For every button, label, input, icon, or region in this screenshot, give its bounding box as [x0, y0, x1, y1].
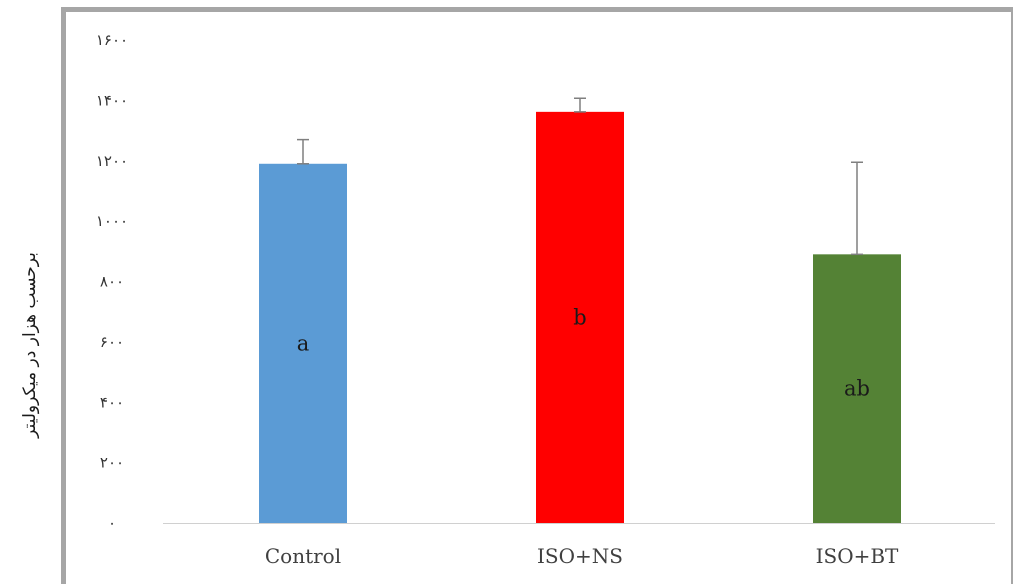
y-tick-label: ۶۰۰	[100, 333, 124, 351]
y-tick-label: ۲۰۰	[100, 454, 124, 472]
bar-significance-label: b	[573, 305, 586, 329]
y-tick-label: ۸۰۰	[100, 273, 124, 291]
y-tick-labels: ۰ ۲۰۰ ۴۰۰ ۶۰۰ ۸۰۰ ۱۰۰۰ ۱۲۰۰ ۱۴۰۰ ۱۶۰۰	[96, 31, 128, 532]
bar-significance-label: a	[297, 331, 310, 355]
error-bar	[851, 162, 863, 254]
x-tick-label: ISO+BT	[816, 544, 899, 568]
x-tick-label: ISO+NS	[537, 544, 623, 568]
y-tick-label: ۰	[108, 514, 116, 532]
bar-significance-label: ab	[844, 377, 870, 401]
y-tick-label: ۱۶۰۰	[96, 31, 128, 49]
y-axis-label: برحسب هزار در میکرولیتر	[20, 252, 40, 438]
y-tick-label: ۱۴۰۰	[96, 91, 128, 109]
x-tick-labels: Control ISO+NS ISO+BT	[265, 544, 899, 568]
y-tick-label: ۱۲۰۰	[96, 152, 128, 170]
error-bar	[297, 140, 309, 164]
error-bar	[574, 98, 586, 112]
y-tick-label: ۴۰۰	[100, 393, 124, 411]
x-tick-label: Control	[265, 544, 341, 568]
y-tick-label: ۱۰۰۰	[96, 212, 128, 230]
